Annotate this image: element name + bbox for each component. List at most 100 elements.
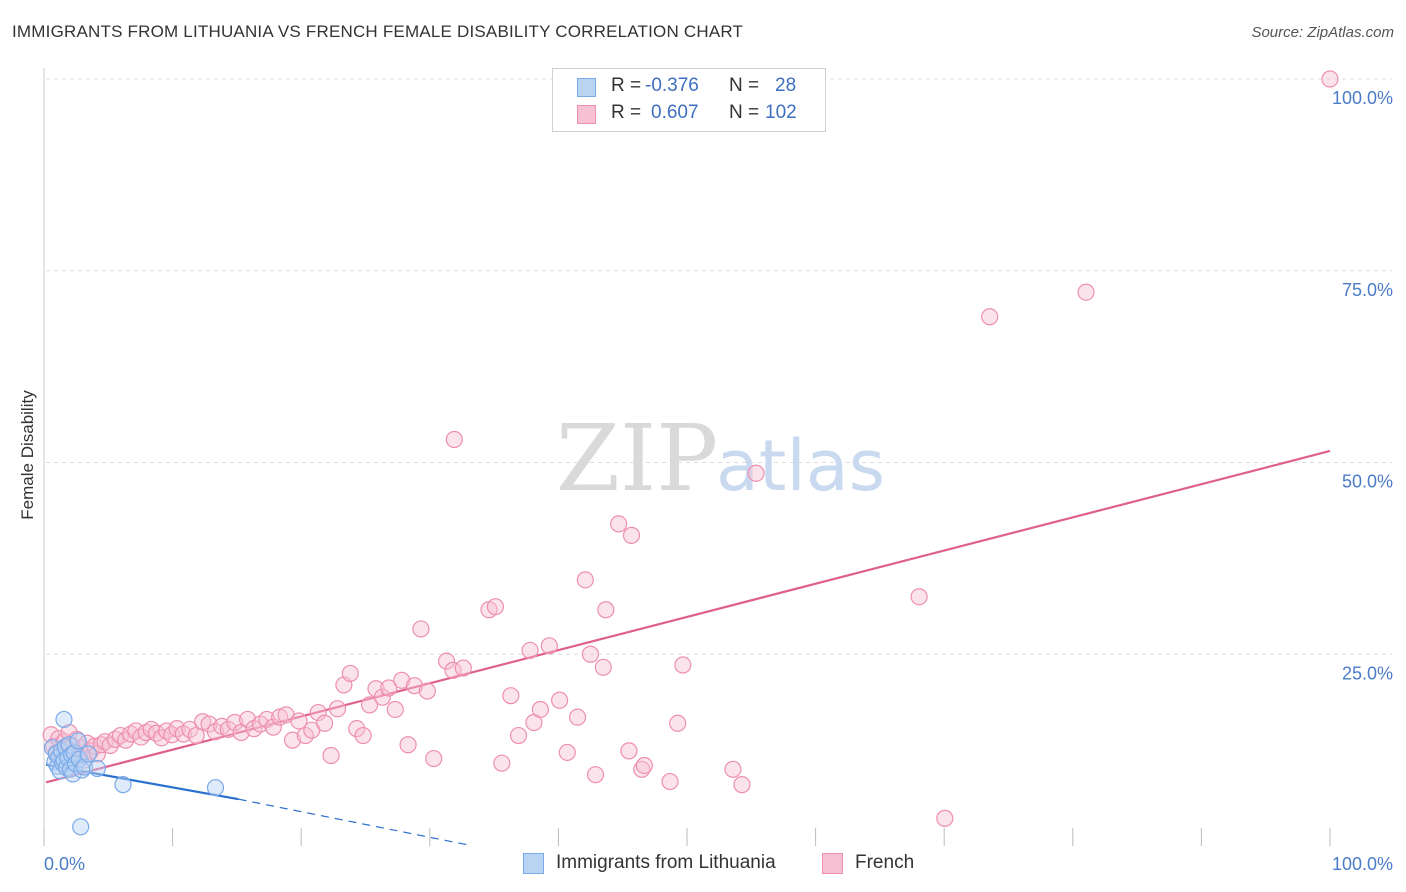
- french-point: [669, 714, 687, 732]
- watermark: ZIP atlas: [556, 405, 885, 512]
- french-point: [348, 720, 366, 738]
- y-tick-label: 75.0%: [1342, 280, 1393, 300]
- legend-swatch-blue: [577, 78, 596, 97]
- french-point: [674, 656, 692, 674]
- legend-n-label: N =: [729, 75, 760, 96]
- french-point: [386, 700, 404, 719]
- french-point: [981, 308, 999, 326]
- french-point: [405, 677, 424, 695]
- legend-n-value: 28: [775, 75, 797, 96]
- lithuania-point: [79, 745, 97, 763]
- french-point: [283, 731, 302, 749]
- axes: [43, 68, 1331, 846]
- french-point: [187, 726, 205, 745]
- french-point: [558, 743, 576, 762]
- french-point: [226, 713, 244, 732]
- french-point: [581, 645, 600, 663]
- french-point: [425, 749, 443, 768]
- french-point: [1321, 70, 1339, 88]
- french-point: [380, 679, 398, 697]
- french-point: [540, 637, 558, 655]
- lithuania-point: [60, 736, 78, 754]
- lithuania-point: [55, 710, 73, 729]
- french-point: [1077, 283, 1095, 301]
- y-tick-label: 50.0%: [1342, 472, 1393, 492]
- french-point: [521, 641, 539, 660]
- french-point: [661, 772, 679, 791]
- french-point: [418, 682, 436, 700]
- french-point: [635, 756, 653, 775]
- lithuania-point: [69, 732, 87, 750]
- bottom-legend-label: French: [855, 852, 915, 873]
- french-point: [88, 745, 106, 763]
- y-tick-label: 25.0%: [1342, 663, 1393, 683]
- french-point: [550, 691, 569, 709]
- grid-lines: [46, 78, 1392, 655]
- french-point: [622, 526, 641, 544]
- lithuania-point: [75, 758, 94, 776]
- watermark-atlas: atlas: [716, 425, 885, 507]
- french-point: [531, 700, 549, 719]
- french-point: [620, 742, 638, 760]
- tick-labels: 25.0% 50.0% 75.0% 100.0% 0.0% 100.0%: [44, 88, 1393, 874]
- french-point: [309, 703, 327, 722]
- french-point: [936, 809, 954, 827]
- french-point: [181, 720, 199, 739]
- french-point: [328, 700, 347, 718]
- french-point: [597, 601, 615, 619]
- french-trend-line: [45, 449, 1331, 784]
- french-point: [393, 671, 411, 689]
- french-point: [238, 710, 257, 729]
- legend-swatch-pink: [577, 105, 596, 124]
- chart-title: IMMIGRANTS FROM LITHUANIA VS FRENCH FEMA…: [12, 22, 744, 41]
- french-point: [454, 659, 472, 677]
- french-point: [586, 766, 605, 784]
- french-point: [509, 726, 528, 745]
- x-tick-label: 100.0%: [1332, 854, 1393, 874]
- french-point: [747, 464, 765, 482]
- french-point: [444, 661, 462, 679]
- french-point: [486, 598, 504, 616]
- lithuania-point: [114, 776, 132, 794]
- french-point: [290, 712, 308, 730]
- legend-n-value: 102: [765, 102, 797, 123]
- french-point: [568, 708, 587, 726]
- data-points: [42, 70, 1339, 836]
- french-point: [412, 620, 430, 638]
- french-point: [341, 664, 359, 683]
- french-point: [373, 688, 392, 706]
- french-point: [322, 746, 340, 765]
- french-point: [316, 714, 334, 732]
- legend-r-label: R =: [611, 102, 642, 123]
- bottom-legend-swatch-blue: [523, 853, 544, 874]
- french-point: [724, 760, 742, 778]
- bottom-legend-swatch-pink: [822, 853, 843, 874]
- y-axis-title: Female Disability: [18, 390, 37, 520]
- french-point: [594, 658, 612, 676]
- y-tick-label: 100.0%: [1332, 88, 1393, 108]
- lithuania-point: [206, 779, 225, 797]
- x-tick-label: 0.0%: [44, 854, 85, 874]
- french-point: [733, 776, 751, 794]
- french-point: [219, 720, 237, 739]
- watermark-zip: ZIP: [556, 405, 718, 512]
- french-point: [610, 515, 628, 533]
- lithuania-point: [72, 818, 90, 836]
- bottom-legend-label: Immigrants from Lithuania: [556, 852, 776, 873]
- legend-r-value: -0.376: [645, 75, 699, 96]
- legend-r-label: R =: [611, 75, 642, 96]
- french-point: [576, 571, 594, 589]
- french-point: [438, 652, 456, 670]
- legend-r-value: 0.607: [651, 102, 699, 123]
- french-point: [354, 726, 372, 745]
- french-point: [445, 430, 463, 449]
- lithuania-point: [88, 759, 106, 778]
- french-point: [360, 696, 379, 714]
- french-point: [399, 736, 417, 754]
- french-point: [910, 588, 928, 606]
- french-point: [502, 687, 520, 705]
- legend-n-label: N =: [729, 102, 760, 123]
- lithuania-trend-extension: [238, 798, 470, 846]
- french-point: [264, 718, 282, 736]
